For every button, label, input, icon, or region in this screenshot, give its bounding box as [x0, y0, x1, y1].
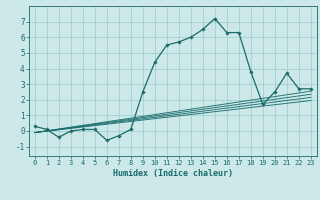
X-axis label: Humidex (Indice chaleur): Humidex (Indice chaleur): [113, 169, 233, 178]
